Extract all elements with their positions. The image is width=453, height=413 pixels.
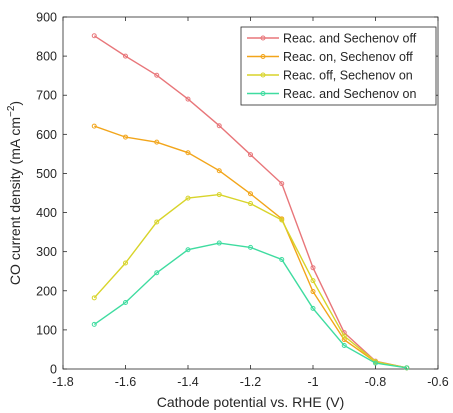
data-point	[248, 191, 253, 197]
data-point	[341, 343, 347, 349]
y-tick-label: 300	[36, 245, 57, 259]
data-point	[154, 139, 160, 145]
data-point	[216, 240, 222, 246]
legend-label: Reac. and Sechenov off	[283, 32, 417, 46]
data-point	[185, 96, 191, 102]
data-point	[279, 217, 285, 223]
data-point	[216, 168, 222, 174]
data-point	[279, 256, 285, 262]
data-point	[373, 360, 378, 366]
data-point	[91, 123, 97, 129]
data-point	[154, 72, 160, 78]
legend-label: Reac. off, Sechenov on	[283, 69, 413, 83]
x-tick-label: -1.2	[240, 375, 262, 389]
data-point	[310, 305, 316, 311]
y-tick-label: 0	[50, 363, 57, 377]
data-point	[154, 219, 160, 225]
data-point	[185, 150, 191, 156]
data-point	[123, 134, 128, 140]
y-axis-title-main: CO current density (mA cm	[7, 117, 23, 285]
data-point	[310, 289, 316, 295]
data-point	[185, 247, 191, 253]
data-point	[310, 265, 316, 271]
data-point	[185, 195, 191, 201]
x-tick-label: -0.8	[365, 375, 387, 389]
x-tick-label: -1.4	[177, 375, 199, 389]
legend-swatch-marker	[260, 54, 266, 59]
series-line-3	[93, 193, 407, 369]
data-point	[404, 365, 410, 371]
data-point	[341, 333, 347, 339]
y-tick-label: 200	[36, 284, 57, 298]
y-tick-label: 500	[36, 167, 57, 181]
legend-label: Reac. on, Sechenov off	[283, 50, 413, 64]
data-point	[91, 33, 97, 39]
y-axis-title-sup: −2	[6, 105, 17, 117]
data-point	[123, 53, 128, 59]
legend-swatch-marker	[260, 35, 266, 41]
tick-labels: -1.8 -1.6 -1.4 -1.2 -1 -0.8 -0.6 0 100 200 300 400 5…	[36, 11, 449, 390]
data-point	[216, 123, 222, 129]
y-tick-label: 900	[36, 11, 57, 25]
data-point	[310, 278, 316, 284]
x-tick-label: -1	[307, 375, 318, 389]
y-tick-label: 800	[36, 50, 57, 64]
y-tick-label: 100	[36, 323, 57, 337]
legend: Reac. and Sechenov off Reac. on, Sechenov…	[240, 26, 437, 106]
data-point	[154, 270, 160, 276]
legend-box	[240, 26, 437, 106]
legend-swatch-marker	[260, 72, 266, 78]
series-line-4	[93, 242, 407, 369]
data-point	[248, 244, 253, 250]
series-layer	[91, 33, 410, 371]
x-tick-label: -1.6	[115, 375, 137, 389]
data-point	[216, 192, 222, 198]
y-tick-label: 700	[36, 89, 57, 103]
data-point	[123, 300, 128, 306]
data-point	[248, 152, 253, 158]
y-axis-title-close: )	[7, 101, 23, 106]
data-point	[279, 181, 285, 187]
y-tick-label: 400	[36, 206, 57, 220]
axes	[62, 16, 439, 370]
series-line-2	[94, 125, 407, 369]
series-line-1	[93, 35, 407, 369]
legend-swatch-marker	[260, 91, 266, 96]
data-point	[91, 295, 97, 301]
y-tick-label: 600	[36, 128, 57, 142]
x-tick-label: -1.8	[52, 375, 74, 389]
data-point	[91, 321, 97, 327]
x-axis-title: Cathode potential vs. RHE (V)	[157, 394, 345, 410]
data-point	[123, 260, 128, 266]
data-point	[248, 201, 253, 207]
y-axis-title: CO current density (mA cm−2)	[6, 101, 23, 285]
x-tick-label: -0.6	[427, 375, 449, 389]
legend-label: Reac. and Sechenov on	[283, 87, 416, 101]
